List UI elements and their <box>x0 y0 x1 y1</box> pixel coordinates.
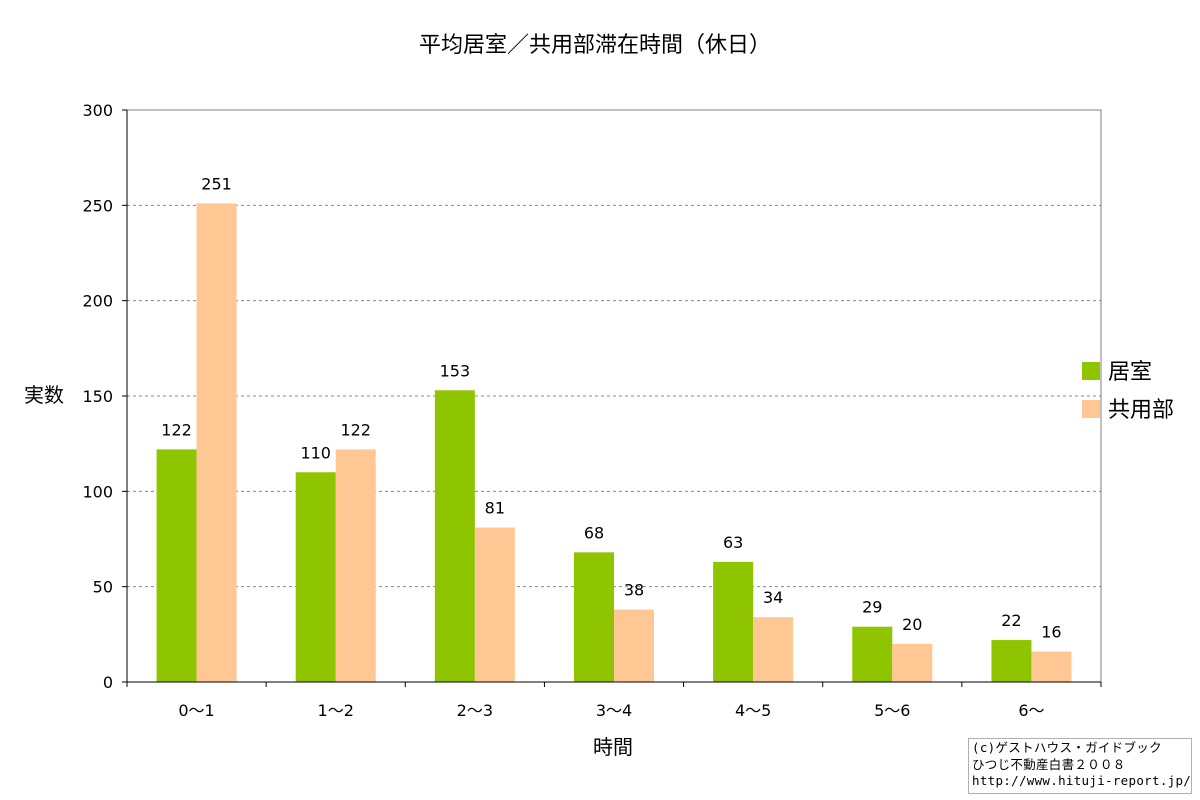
bar <box>614 609 654 682</box>
chart-title: 平均居室／共用部滞在時間（休日） <box>419 33 771 58</box>
bar <box>295 472 336 682</box>
y-tick-label: 50 <box>93 578 113 597</box>
bar <box>574 552 614 682</box>
y-axis-label: 実数 <box>24 383 64 407</box>
legend-swatch <box>1082 400 1100 418</box>
bar <box>156 449 197 682</box>
bar <box>713 561 754 682</box>
x-tick-label: 3～4 <box>596 701 632 720</box>
x-tick-label: 5～6 <box>874 701 910 720</box>
legend-label: 居室 <box>1108 360 1152 385</box>
bar <box>991 640 1032 682</box>
data-label: 34 <box>763 588 783 607</box>
gridlines <box>127 204 1101 588</box>
bar <box>196 203 237 682</box>
x-tick-label: 1～2 <box>318 701 354 720</box>
y-tick-label: 0 <box>103 673 113 692</box>
data-label: 81 <box>485 499 505 518</box>
x-tick-label: 4～5 <box>735 701 771 720</box>
y-tick-label: 200 <box>82 292 113 311</box>
data-label: 122 <box>161 420 192 439</box>
tick-labels: 0 50 100 150 200 250 300 0～1 1～2 2～3 3～4 4～5 5～6 6～ <box>82 101 1044 720</box>
data-label: 68 <box>584 523 604 542</box>
bar <box>434 390 475 682</box>
y-tick-label: 150 <box>82 387 113 406</box>
data-label: 63 <box>723 533 743 552</box>
data-label: 22 <box>1001 611 1021 630</box>
x-axis-label: 時間 <box>593 735 633 759</box>
data-label: 251 <box>201 174 232 193</box>
x-tick-label: 2～3 <box>457 701 493 720</box>
bar <box>1031 651 1072 682</box>
data-label: 20 <box>902 615 922 634</box>
data-label: 29 <box>862 598 882 617</box>
y-tick-label: 300 <box>82 101 113 120</box>
data-label: 16 <box>1041 622 1061 641</box>
bar <box>335 449 376 682</box>
bars <box>156 203 1072 682</box>
credit-line-2: ひつじ不動産白書２００８ <box>972 756 1126 772</box>
legend-label: 共用部 <box>1108 398 1174 423</box>
axes <box>122 109 1102 687</box>
data-label: 153 <box>440 361 471 380</box>
bar <box>892 643 933 682</box>
data-label: 110 <box>300 443 331 462</box>
credit-line-3: http://www.hituji-report.jp/ <box>972 773 1192 788</box>
legend-swatch <box>1082 362 1100 380</box>
data-label: 122 <box>340 420 371 439</box>
y-tick-label: 250 <box>82 196 113 215</box>
x-tick-label: 6～ <box>1018 701 1044 720</box>
copyright-credit: (c)ゲストハウス・ガイドブック ひつじ不動産白書２００８ http://www… <box>968 738 1192 794</box>
data-label: 38 <box>624 581 644 600</box>
bar <box>852 626 893 682</box>
bar <box>474 527 515 682</box>
credit-line-1: (c)ゲストハウス・ガイドブック <box>972 740 1162 755</box>
y-tick-label: 100 <box>82 482 113 501</box>
x-tick-label: 0～1 <box>178 701 214 720</box>
data-labels: 122 251 110 122 153 81 68 38 63 34 29 20 22 16 <box>161 174 1061 641</box>
bar <box>753 617 794 682</box>
